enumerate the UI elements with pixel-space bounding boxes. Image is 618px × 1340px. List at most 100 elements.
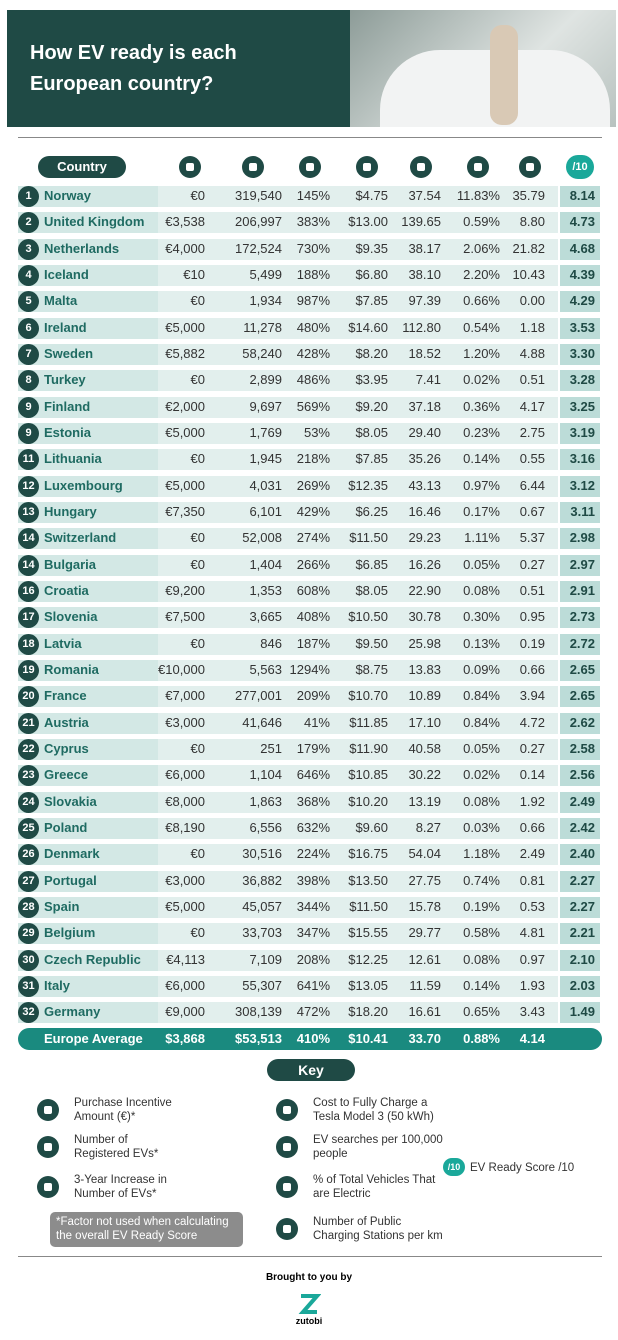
score: 2.42: [569, 819, 595, 835]
cell: 17.10: [408, 714, 441, 730]
cell: €0: [190, 635, 205, 651]
country: Luxembourg: [44, 477, 123, 493]
person: [490, 25, 518, 125]
cell: $6.85: [355, 556, 388, 572]
cell: 0.30%: [463, 609, 500, 625]
note-box: [50, 1212, 243, 1247]
cell: 472%: [296, 1004, 330, 1020]
country: Estonia: [44, 424, 91, 440]
row-bg: [18, 396, 158, 418]
score: 3.25: [569, 398, 595, 414]
cell: 35.26: [408, 451, 441, 467]
rank: 5: [18, 291, 39, 313]
cell: 12.61: [408, 951, 441, 967]
cell: $13.05: [348, 977, 388, 993]
cell: 208%: [296, 951, 330, 967]
score: 2.73: [569, 609, 595, 625]
key-text: 3-Year Increase in Number of EVs*: [74, 1174, 167, 1200]
cell: $8.75: [355, 661, 388, 677]
row-bg: [18, 580, 158, 602]
country: Germany: [44, 1004, 101, 1020]
rank: 26: [18, 844, 39, 866]
cell: 0.58%: [463, 925, 500, 941]
cell: 179%: [296, 740, 330, 756]
cell: 35.79: [512, 188, 545, 203]
rank: 29: [18, 923, 39, 945]
cell: 3.94: [519, 688, 545, 704]
score-bg: [560, 765, 600, 787]
cell: 8.80: [519, 214, 545, 230]
rank: 17: [18, 607, 39, 629]
score: 3.30: [569, 345, 595, 361]
score-bg: [560, 291, 600, 313]
cell: €0: [190, 556, 205, 572]
row-bg: [18, 765, 158, 787]
cell: 987%: [296, 293, 330, 309]
score-bg: [560, 212, 600, 234]
cell: 266%: [296, 556, 330, 572]
cell: $9.60: [355, 819, 388, 835]
rank: 32: [18, 1002, 39, 1024]
cell: 0.65%: [463, 1004, 500, 1020]
key-icon: [37, 1136, 59, 1158]
cell: 1,353: [249, 582, 282, 598]
score: 1.49: [569, 1004, 595, 1020]
score: 8.14: [569, 188, 595, 203]
score-bg: [560, 370, 600, 392]
cell: 0.74%: [463, 872, 500, 888]
cell: 5,499: [249, 266, 282, 282]
score-bg: [560, 633, 600, 655]
score: 4.39: [569, 266, 595, 282]
score-bg: [560, 949, 600, 971]
score-bg: [560, 264, 600, 286]
cell: 319,540: [235, 188, 282, 203]
cell: 30,516: [242, 846, 282, 862]
cell: 0.03%: [463, 819, 500, 835]
row-bg: [18, 528, 158, 550]
divider: [18, 137, 602, 138]
row-bg: [18, 238, 158, 260]
cell: 1,863: [249, 793, 282, 809]
score-bg: [560, 422, 600, 444]
cell: 29.40: [408, 424, 441, 440]
cell: 0.66%: [463, 293, 500, 309]
cell: 13.19: [408, 793, 441, 809]
score: 2.27: [569, 898, 595, 914]
cell: €8,190: [165, 819, 205, 835]
country: Greece: [44, 767, 89, 783]
cell: 21.82: [512, 240, 545, 256]
cell: $9.20: [355, 398, 388, 414]
cell: 7,109: [249, 951, 282, 967]
cell: €6,000: [165, 977, 205, 993]
cell: €10: [183, 266, 205, 282]
cell: 1,945: [249, 451, 282, 467]
cell: 3.43: [519, 1004, 545, 1020]
average: 33.70: [408, 1031, 441, 1046]
cell: €0: [190, 740, 205, 756]
cell: €5,882: [165, 345, 205, 361]
cell: $12.25: [348, 951, 388, 967]
cell: 40.58: [408, 740, 441, 756]
cell: 1,404: [249, 556, 282, 572]
cell: 274%: [296, 530, 330, 546]
cell: 41,646: [242, 714, 282, 730]
cell: 13.83: [408, 661, 441, 677]
cell: 38.10: [408, 266, 441, 282]
country: Ireland: [44, 319, 87, 335]
cell: 368%: [296, 793, 330, 809]
cell: 37.54: [408, 188, 441, 203]
cell: 0.27: [519, 556, 545, 572]
cell: €0: [190, 188, 205, 203]
cell: $11.50: [349, 898, 388, 914]
cell: 1294%: [289, 661, 330, 677]
row-bg: [18, 738, 158, 760]
country: Poland: [44, 819, 88, 835]
rank: 12: [18, 475, 39, 497]
cell: 2.49: [519, 846, 545, 862]
cell: 37.18: [408, 398, 441, 414]
cell: €0: [190, 293, 205, 309]
cell: 569%: [296, 398, 330, 414]
cell: 38.17: [408, 240, 441, 256]
cell: 0.67: [519, 503, 545, 519]
